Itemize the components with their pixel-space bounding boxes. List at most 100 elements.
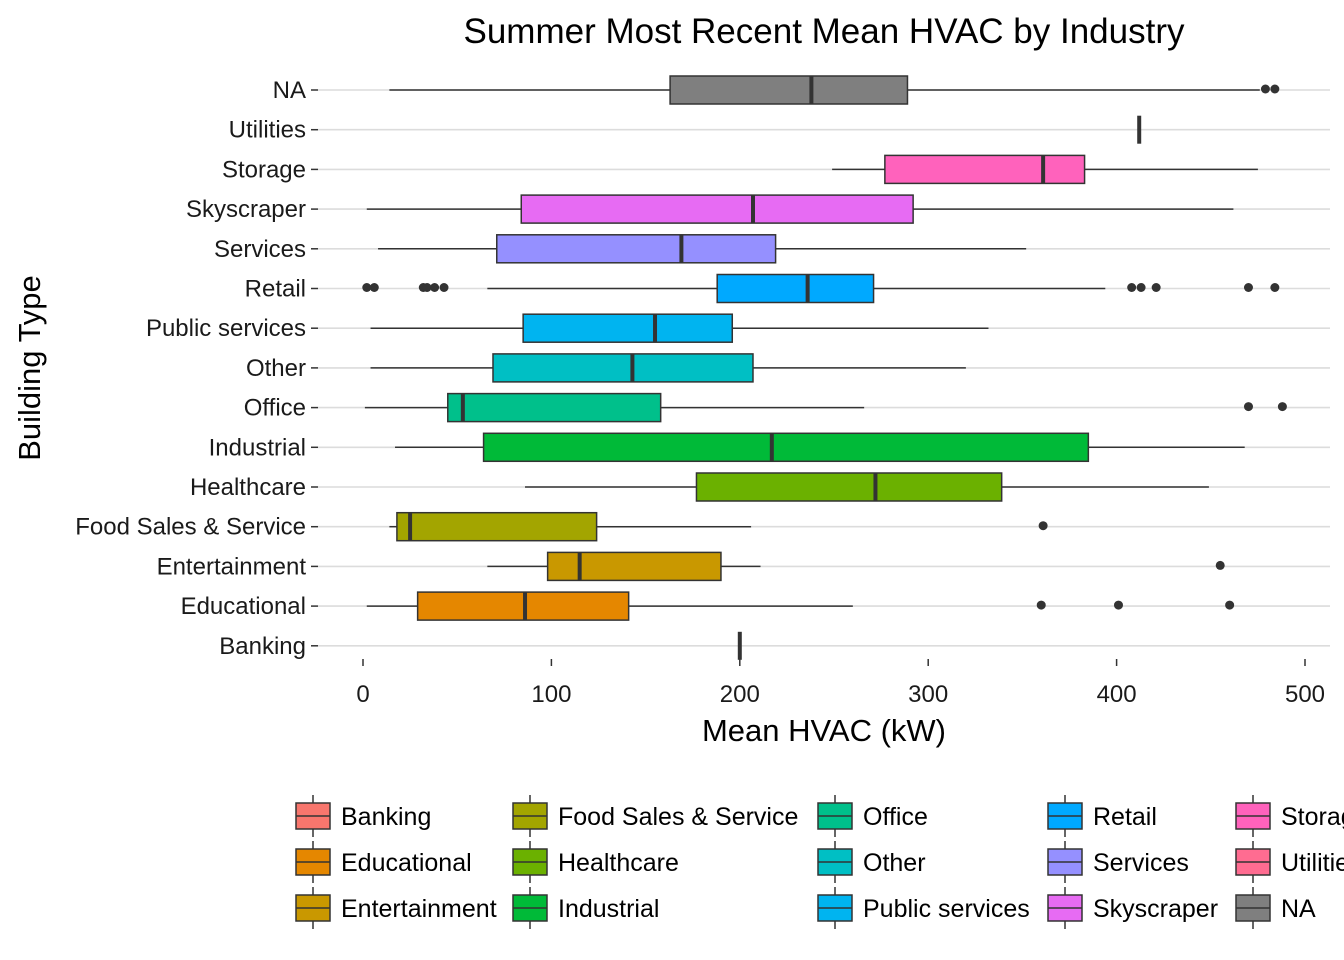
- legend-item-banking: Banking: [295, 795, 431, 837]
- box-services: [378, 234, 1027, 264]
- y-tick-label-storage: Storage: [222, 156, 306, 183]
- box-na: [389, 75, 1280, 105]
- y-tick-label-healthcare: Healthcare: [190, 474, 306, 501]
- outlier-retail-4: [430, 283, 440, 292]
- legend-label-na: NA: [1281, 895, 1316, 923]
- legend-label-retail: Retail: [1093, 803, 1157, 831]
- x-tick-label-0: 0: [356, 681, 369, 708]
- box-industrial: [395, 432, 1245, 463]
- outlier-entertainment-0: [1215, 560, 1225, 570]
- legend-label-entertainment: Entertainment: [341, 895, 497, 923]
- outlier-retail-7: [1136, 283, 1146, 292]
- iqr-box-na: [669, 75, 909, 105]
- boxes: [362, 75, 1287, 660]
- x-tick-label-200: 200: [720, 681, 760, 708]
- outlier-office-1: [1277, 402, 1287, 412]
- x-tick-label-100: 100: [531, 681, 571, 708]
- x-axis-tick-labels: 0 100 200 300 400 500: [356, 659, 1325, 708]
- iqr-box-entertainment: [546, 551, 722, 582]
- legend-item-skyscraper: Skyscraper: [1047, 887, 1218, 929]
- y-tick-label-entertainment: Entertainment: [157, 553, 307, 580]
- legend-label-other: Other: [863, 849, 926, 877]
- legend-item-educational: Educational: [295, 841, 472, 883]
- y-axis-label: Building Type: [12, 275, 47, 461]
- legend-label-storage: Storage: [1281, 803, 1344, 831]
- legend-label-banking: Banking: [341, 803, 431, 831]
- box-public-services: [370, 313, 989, 343]
- outlier-retail-9: [1243, 283, 1253, 292]
- box-healthcare: [525, 472, 1209, 502]
- iqr-box-public-services: [522, 313, 734, 343]
- outlier-educational-2: [1225, 600, 1235, 610]
- iqr-box-skyscraper: [520, 194, 914, 224]
- outlier-retail-3: [422, 283, 432, 292]
- box-entertainment: [487, 551, 1225, 582]
- x-tick-label-500: 500: [1285, 681, 1325, 708]
- legend-label-services: Services: [1093, 849, 1189, 877]
- outlier-retail-10: [1270, 283, 1280, 292]
- outlier-educational-0: [1036, 600, 1046, 610]
- legend-item-industrial: Industrial: [512, 887, 659, 929]
- box-office: [364, 392, 1287, 423]
- legend-label-public-services: Public services: [863, 895, 1030, 923]
- y-tick-label-utilities: Utilities: [229, 117, 306, 144]
- y-tick-label-public-services: Public services: [146, 315, 306, 342]
- outlier-office-0: [1243, 402, 1253, 412]
- legend-item-public-services: Public services: [817, 887, 1030, 929]
- x-axis-label: Mean HVAC (kW): [702, 713, 946, 748]
- y-tick-label-skyscraper: Skyscraper: [186, 196, 306, 223]
- iqr-box-food-sales-service: [396, 511, 598, 542]
- iqr-box-retail: [716, 273, 875, 304]
- legend-label-office: Office: [863, 803, 928, 831]
- y-tick-label-office: Office: [244, 395, 306, 422]
- box-storage: [832, 154, 1258, 185]
- legend-item-utilities: Utilities: [1235, 841, 1344, 883]
- legend-item-food-sales-service: Food Sales & Service: [512, 795, 798, 837]
- legend-label-skyscraper: Skyscraper: [1093, 895, 1218, 923]
- x-tick-label-300: 300: [908, 681, 948, 708]
- legend-item-healthcare: Healthcare: [512, 841, 679, 883]
- legend-item-services: Services: [1047, 841, 1189, 883]
- iqr-box-other: [492, 353, 754, 383]
- y-tick-label-na: NA: [273, 77, 306, 104]
- outlier-educational-1: [1113, 600, 1123, 610]
- x-tick-label-400: 400: [1097, 681, 1137, 708]
- legend-item-other: Other: [817, 841, 926, 883]
- legend-item-na: NA: [1235, 887, 1316, 929]
- legend-item-storage: Storage: [1235, 795, 1344, 837]
- outlier-na-0: [1260, 84, 1270, 94]
- iqr-box-industrial: [482, 432, 1090, 463]
- y-tick-label-other: Other: [246, 355, 306, 382]
- legend-label-healthcare: Healthcare: [558, 849, 679, 877]
- outlier-retail-5: [439, 283, 449, 292]
- outlier-retail-0: [362, 283, 372, 292]
- box-educational: [366, 591, 1235, 621]
- y-axis-tick-labels: Banking Educational Entertainment Food Sale…: [75, 77, 318, 660]
- y-tick-label-retail: Retail: [245, 276, 306, 303]
- iqr-box-storage: [884, 154, 1086, 185]
- legend-label-food-sales-service: Food Sales & Service: [558, 803, 798, 831]
- outlier-food-sales-service-0: [1038, 521, 1048, 531]
- iqr-box-healthcare: [695, 472, 1003, 502]
- chart-title: Summer Most Recent Mean HVAC by Industry: [464, 12, 1185, 51]
- box-other: [370, 353, 966, 383]
- legend-label-educational: Educational: [341, 849, 472, 877]
- legend: Banking Educational Entertainment Food Sale…: [295, 795, 1344, 929]
- legend-label-industrial: Industrial: [558, 895, 659, 923]
- outlier-na-1: [1270, 84, 1280, 94]
- legend-item-entertainment: Entertainment: [295, 887, 497, 929]
- box-retail: [362, 273, 1280, 304]
- box-food-sales-service: [389, 511, 1048, 542]
- outlier-retail-1: [369, 283, 379, 292]
- outlier-retail-8: [1151, 283, 1161, 292]
- box-skyscraper: [366, 194, 1234, 224]
- iqr-box-services: [496, 234, 777, 264]
- legend-item-retail: Retail: [1047, 795, 1157, 837]
- iqr-box-office: [447, 392, 662, 423]
- y-tick-label-industrial: Industrial: [209, 434, 306, 461]
- y-tick-label-food-sales-service: Food Sales & Service: [75, 514, 306, 541]
- y-tick-label-services: Services: [214, 236, 306, 263]
- legend-label-utilities: Utilities: [1281, 849, 1344, 877]
- legend-item-office: Office: [817, 795, 928, 837]
